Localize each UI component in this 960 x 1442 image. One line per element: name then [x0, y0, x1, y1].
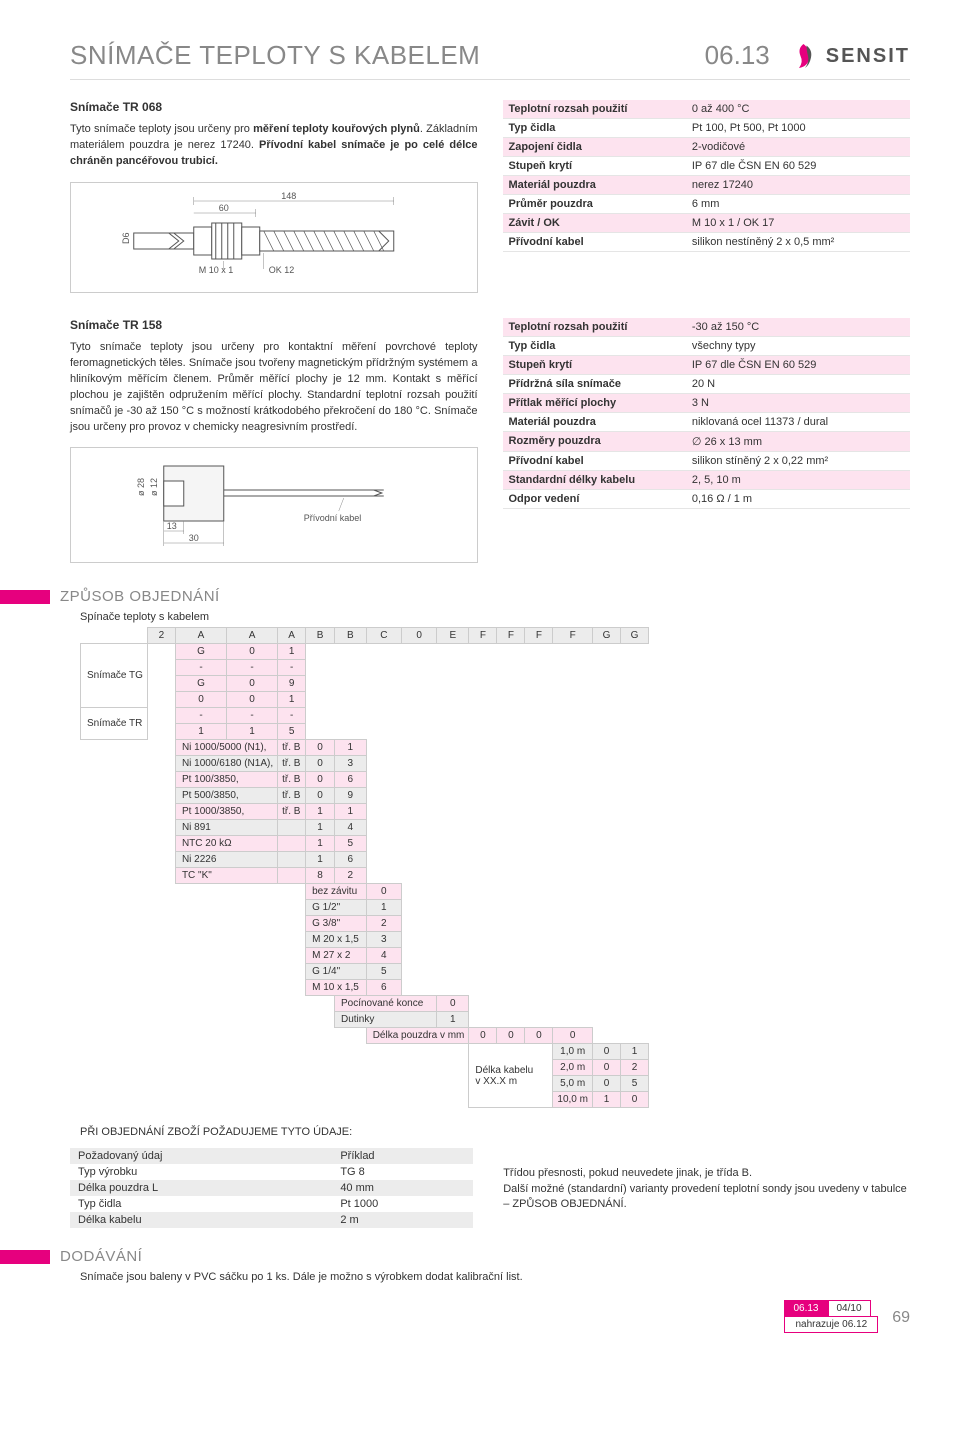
svg-text:30: 30 [189, 533, 199, 543]
tr158-title: Snímače TR 158 [70, 318, 478, 332]
spec-key: Závit / OK [503, 214, 686, 233]
footer-replaces: nahrazuje 06.12 [784, 1316, 878, 1333]
footer-code: 06.13 [784, 1300, 827, 1317]
spec-key: Přídržná síla snímače [503, 374, 686, 393]
tr068-desc: Tyto snímače teploty jsou určeny pro měř… [70, 122, 478, 170]
order-grid: 2AAABBC0EFFFFGGSnímače TGG01---G09001Sní… [80, 627, 677, 1108]
section-marker [0, 1250, 50, 1264]
svg-text:148: 148 [281, 191, 296, 201]
spec-val: 2, 5, 10 m [686, 470, 910, 489]
tr158-diagram: Přívodní kabel ø 28 ø 12 13 30 [70, 447, 478, 563]
page-number: 69 [892, 1309, 910, 1327]
spec-val: všechny typy [686, 336, 910, 355]
tr158-spec-table: Teplotní rozsah použití-30 až 150 °CTyp … [503, 318, 911, 509]
req-heading: PŘI OBJEDNÁNÍ ZBOŽÍ POŽADUJEME TYTO ÚDAJ… [80, 1126, 910, 1138]
page-code: 06.13 [705, 40, 770, 71]
spec-key: Rozměry pouzdra [503, 431, 686, 451]
spec-val: IP 67 dle ČSN EN 60 529 [686, 157, 910, 176]
req-notes: Třídou přesnosti, pokud neuvedete jinak,… [503, 1142, 910, 1212]
spec-key: Stupeň krytí [503, 355, 686, 374]
footer-rev: 04/10 [828, 1300, 871, 1317]
brand-name: SENSIT [826, 45, 910, 68]
spec-val: niklovaná ocel 11373 / dural [686, 412, 910, 431]
spec-key: Přívodní kabel [503, 451, 686, 470]
spec-val: 20 N [686, 374, 910, 393]
spec-key: Teplotní rozsah použití [503, 318, 686, 337]
spec-key: Typ čidla [503, 119, 686, 138]
svg-text:Přívodní kabel: Přívodní kabel [304, 513, 362, 523]
order-label: Spínače teploty s kabelem [80, 611, 910, 623]
spec-val: Pt 100, Pt 500, Pt 1000 [686, 119, 910, 138]
spec-key: Stupeň krytí [503, 157, 686, 176]
spec-val: 0,16 Ω / 1 m [686, 489, 910, 508]
spec-key: Zapojení čidla [503, 138, 686, 157]
spec-key: Standardní délky kabelu [503, 470, 686, 489]
sensit-logo-icon [790, 41, 820, 71]
spec-key: Teplotní rozsah použití [503, 100, 686, 119]
spec-val: 6 mm [686, 195, 910, 214]
req-table: Požadovaný údajPříkladTyp výrobkuTG 8Dél… [70, 1148, 473, 1228]
brand-logo: SENSIT [790, 41, 910, 71]
spec-val: IP 67 dle ČSN EN 60 529 [686, 355, 910, 374]
spec-val: silikon stíněný 2 x 0,22 mm² [686, 451, 910, 470]
page-title: SNÍMAČE TEPLOTY S KABELEM [70, 40, 685, 71]
svg-text:OK 12: OK 12 [269, 265, 295, 275]
footer-bar: 06.1304/10 nahrazuje 06.12 69 [70, 1303, 910, 1333]
tr068-title: Snímače TR 068 [70, 100, 478, 114]
spec-key: Materiál pouzdra [503, 176, 686, 195]
spec-key: Odpor vedení [503, 489, 686, 508]
tr158-desc: Tyto snímače teploty jsou určeny pro kon… [70, 340, 478, 436]
spec-key: Přítlak měřící plochy [503, 393, 686, 412]
svg-text:M 10 x 1: M 10 x 1 [199, 265, 234, 275]
spec-key: Typ čidla [503, 336, 686, 355]
svg-text:ø 12: ø 12 [149, 478, 159, 496]
spec-val: M 10 x 1 / OK 17 [686, 214, 910, 233]
delivery-text: Snímače jsou baleny v PVC sáčku po 1 ks.… [80, 1271, 910, 1283]
delivery-heading: DODÁVÁNÍ [60, 1248, 142, 1265]
svg-text:ø 28: ø 28 [136, 478, 146, 496]
spec-val: silikon nestíněný 2 x 0,5 mm² [686, 233, 910, 252]
spec-val: 0 až 400 °C [686, 100, 910, 119]
tr068-spec-table: Teplotní rozsah použití0 až 400 °CTyp či… [503, 100, 911, 252]
spec-val: -30 až 150 °C [686, 318, 910, 337]
spec-val: 2-vodičové [686, 138, 910, 157]
tr068-diagram: 148 60 D6 [70, 182, 478, 293]
spec-key: Průměr pouzdra [503, 195, 686, 214]
spec-val: ∅ 26 x 13 mm [686, 431, 910, 451]
svg-text:60: 60 [219, 203, 229, 213]
svg-text:13: 13 [167, 521, 177, 531]
spec-val: 3 N [686, 393, 910, 412]
order-heading: ZPŮSOB OBJEDNÁNÍ [60, 588, 220, 605]
svg-text:D6: D6 [121, 232, 131, 244]
section-marker [0, 590, 50, 604]
spec-key: Přívodní kabel [503, 233, 686, 252]
spec-val: nerez 17240 [686, 176, 910, 195]
spec-key: Materiál pouzdra [503, 412, 686, 431]
